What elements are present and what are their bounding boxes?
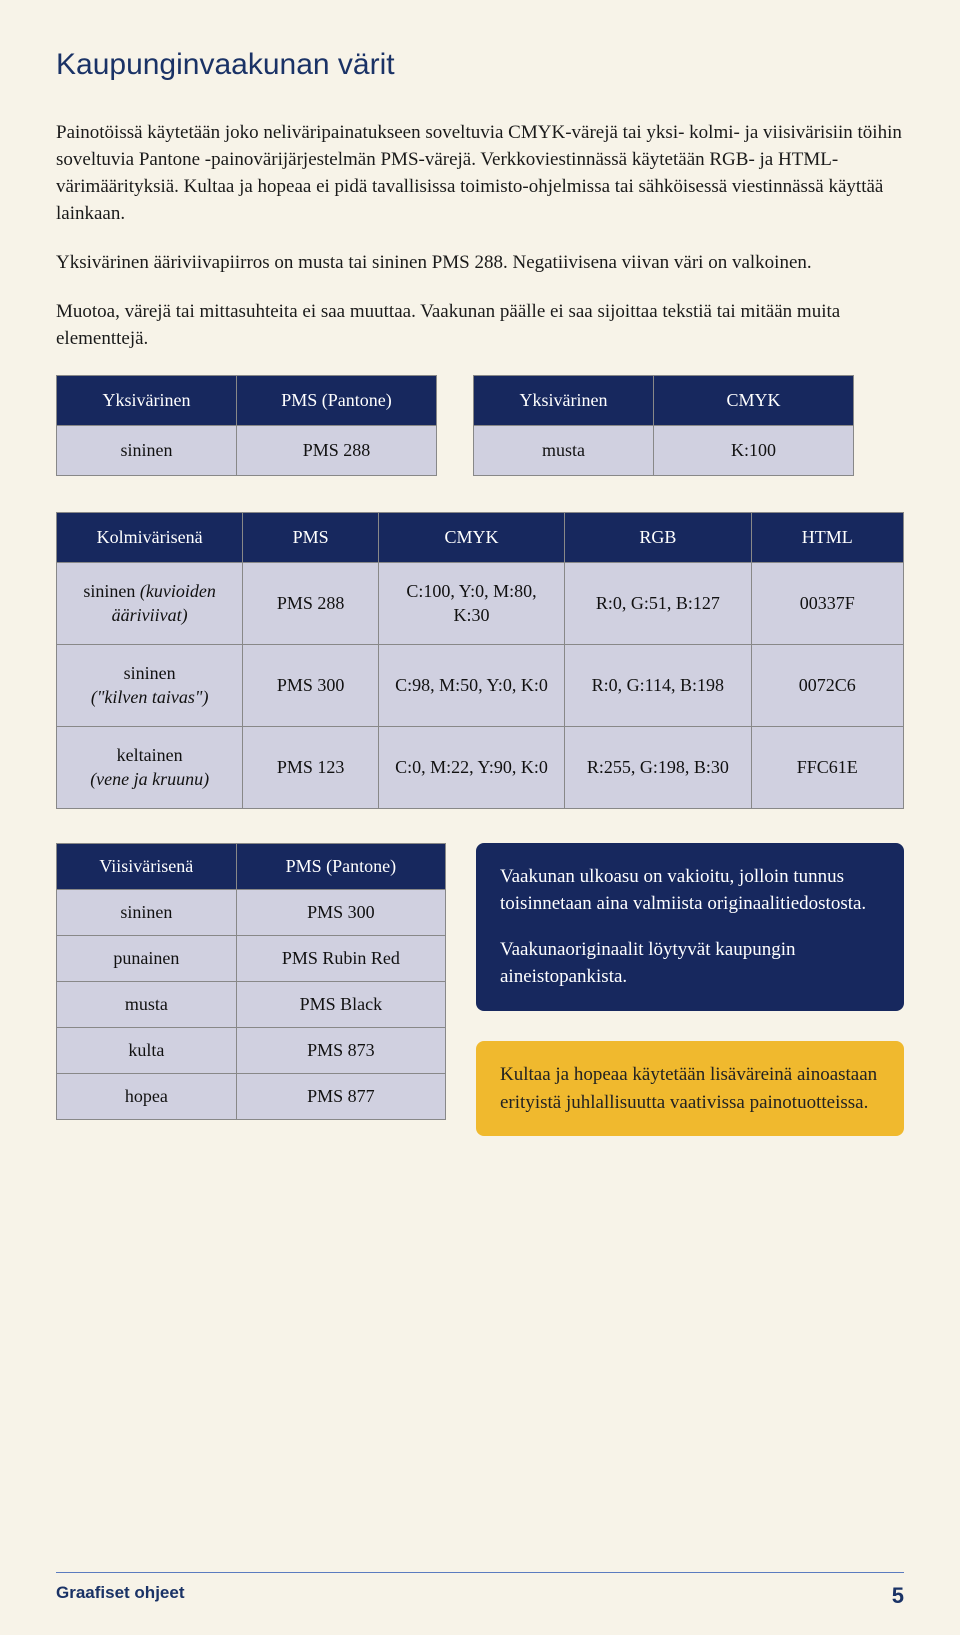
table3-r0-c: C:100, Y:0, M:80, K:30 xyxy=(378,562,564,644)
table-row: kulta PMS 873 xyxy=(57,1027,446,1073)
table-row: hopea PMS 877 xyxy=(57,1073,446,1119)
callout-blue-p2: Vaakunaoriginaalit löytyvät kaupungin ai… xyxy=(500,936,880,991)
table3-r0-e: 00337F xyxy=(751,562,904,644)
table3-r1-e: 0072C6 xyxy=(751,644,904,726)
table4-r3-0: kulta xyxy=(57,1027,237,1073)
bottom-row: Viisivärisenä PMS (Pantone) sininen PMS … xyxy=(56,843,904,1136)
table4-header-1: PMS (Pantone) xyxy=(236,843,445,889)
single-color-tables-row: Yksivärinen PMS (Pantone) sininen PMS 28… xyxy=(56,375,904,476)
intro-paragraph-1: Painotöissä käytetään joko neliväripaina… xyxy=(56,120,904,228)
table-row: sininen PMS 300 xyxy=(57,889,446,935)
table4-r4-1: PMS 877 xyxy=(236,1073,445,1119)
table4-r2-0: musta xyxy=(57,981,237,1027)
table3-r0-b: PMS 288 xyxy=(243,562,379,644)
page-number: 5 xyxy=(892,1583,904,1609)
table3-r2-e: FFC61E xyxy=(751,726,904,808)
table3-r1-d: R:0, G:114, B:198 xyxy=(565,644,751,726)
table1-cell-1: PMS 288 xyxy=(237,425,437,475)
table3-header-0: Kolmivärisenä xyxy=(57,512,243,562)
callout-gold: Kultaa ja hopeaa käytetään lisäväreinä a… xyxy=(476,1041,904,1136)
label: keltainen xyxy=(117,745,183,765)
table3-r1-a: sininen ("kilven taivas") xyxy=(57,644,243,726)
footer-title: Graafiset ohjeet xyxy=(56,1583,185,1609)
label-italic: (vene ja kruunu) xyxy=(90,769,209,789)
table4-r0-1: PMS 300 xyxy=(236,889,445,935)
table3-header-3: RGB xyxy=(565,512,751,562)
callout-blue: Vaakunan ulkoasu on vakioitu, jolloin tu… xyxy=(476,843,904,1011)
table3-r1-b: PMS 300 xyxy=(243,644,379,726)
table-kolmivarisena: Kolmivärisenä PMS CMYK RGB HTML sininen … xyxy=(56,512,904,809)
table3-r2-a: keltainen (vene ja kruunu) xyxy=(57,726,243,808)
table-viisivarisena: Viisivärisenä PMS (Pantone) sininen PMS … xyxy=(56,843,446,1120)
table2-cell-0: musta xyxy=(474,425,654,475)
table3-header-1: PMS xyxy=(243,512,379,562)
table4-header-0: Viisivärisenä xyxy=(57,843,237,889)
table-row: punainen PMS Rubin Red xyxy=(57,935,446,981)
table3-r2-b: PMS 123 xyxy=(243,726,379,808)
table2-header-1: CMYK xyxy=(654,375,854,425)
table-row: musta PMS Black xyxy=(57,981,446,1027)
table3-r1-c: C:98, M:50, Y:0, K:0 xyxy=(378,644,564,726)
intro-paragraph-3: Muotoa, värejä tai mittasuhteita ei saa … xyxy=(56,299,904,353)
table-row: sininen ("kilven taivas") PMS 300 C:98, M… xyxy=(57,644,904,726)
callout-blue-p1: Vaakunan ulkoasu on vakioitu, jolloin tu… xyxy=(500,863,880,918)
table4-r3-1: PMS 873 xyxy=(236,1027,445,1073)
table1-header-1: PMS (Pantone) xyxy=(237,375,437,425)
table2-header-0: Yksivärinen xyxy=(474,375,654,425)
table4-r1-1: PMS Rubin Red xyxy=(236,935,445,981)
table3-r2-c: C:0, M:22, Y:90, K:0 xyxy=(378,726,564,808)
label: sininen xyxy=(83,581,140,601)
label-italic: ("kilven taivas") xyxy=(91,687,209,707)
callouts-column: Vaakunan ulkoasu on vakioitu, jolloin tu… xyxy=(476,843,904,1136)
table-row: keltainen (vene ja kruunu) PMS 123 C:0, M… xyxy=(57,726,904,808)
table2-cell-1: K:100 xyxy=(654,425,854,475)
table4-r4-0: hopea xyxy=(57,1073,237,1119)
table3-r0-a: sininen (kuvioiden ääriviivat) xyxy=(57,562,243,644)
table1-cell-0: sininen xyxy=(57,425,237,475)
table3-header-4: HTML xyxy=(751,512,904,562)
table4-r0-0: sininen xyxy=(57,889,237,935)
table1-header-0: Yksivärinen xyxy=(57,375,237,425)
table-yksivarinen-cmyk: Yksivärinen CMYK musta K:100 xyxy=(473,375,854,476)
table-row: sininen (kuvioiden ääriviivat) PMS 288 C… xyxy=(57,562,904,644)
intro-paragraph-2: Yksivärinen ääriviivapiirros on musta ta… xyxy=(56,250,904,277)
table3-r0-d: R:0, G:51, B:127 xyxy=(565,562,751,644)
table3-header-2: CMYK xyxy=(378,512,564,562)
label: sininen xyxy=(124,663,176,683)
page-footer: Graafiset ohjeet 5 xyxy=(56,1572,904,1609)
table4-r2-1: PMS Black xyxy=(236,981,445,1027)
table4-r1-0: punainen xyxy=(57,935,237,981)
page-title: Kaupunginvaakunan värit xyxy=(56,48,904,82)
table-yksivarinen-pms: Yksivärinen PMS (Pantone) sininen PMS 28… xyxy=(56,375,437,476)
table3-r2-d: R:255, G:198, B:30 xyxy=(565,726,751,808)
